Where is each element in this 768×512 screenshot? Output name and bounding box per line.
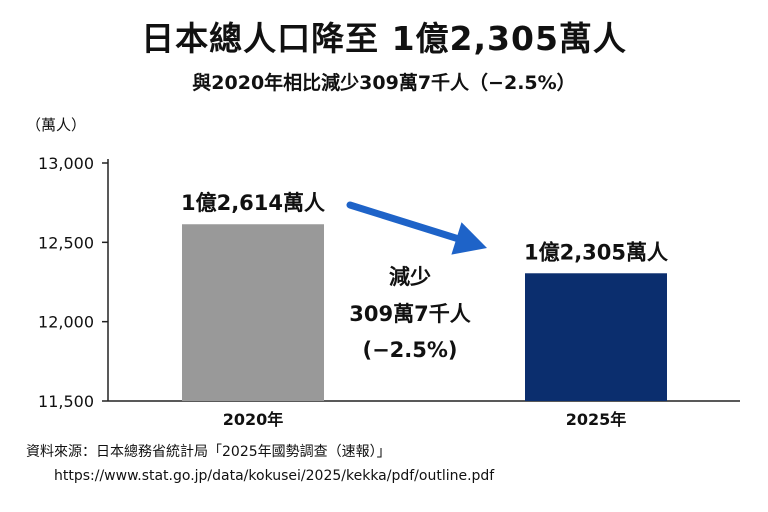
y-tick-label: 13,000 <box>38 154 94 173</box>
decrease-arrow-shaft <box>346 201 466 244</box>
decrease-annotation: 309萬7千人 <box>349 302 470 326</box>
chart-title: 日本總人口降至 1億2,305萬人 <box>141 19 627 58</box>
x-tick-label: 2025年 <box>566 410 627 429</box>
y-axis-unit-label: （萬人） <box>26 116 87 134</box>
decrease-arrow-head <box>451 222 487 255</box>
decrease-annotation: (−2.5%) <box>362 338 457 362</box>
y-tick-label: 12,500 <box>38 233 94 252</box>
bar-2025 <box>525 273 667 401</box>
data-label: 1億2,305萬人 <box>524 240 668 264</box>
decrease-annotation: 減少 <box>389 265 431 289</box>
bar-2020 <box>182 224 324 401</box>
data-label: 1億2,614萬人 <box>181 191 325 215</box>
chart-subtitle: 與2020年相比減少309萬7千人（−2.5%） <box>192 72 576 94</box>
source-note: 資料來源：日本總務省統計局「2025年國勢調查（速報）」 https://www… <box>26 440 494 488</box>
y-tick-label: 11,500 <box>38 392 94 411</box>
x-tick-label: 2020年 <box>223 410 284 429</box>
source-url: https://www.stat.go.jp/data/kokusei/2025… <box>54 468 495 484</box>
y-tick-label: 12,000 <box>38 313 94 332</box>
source-text: 資料來源：日本總務省統計局「2025年國勢調查（速報）」 <box>26 444 391 460</box>
